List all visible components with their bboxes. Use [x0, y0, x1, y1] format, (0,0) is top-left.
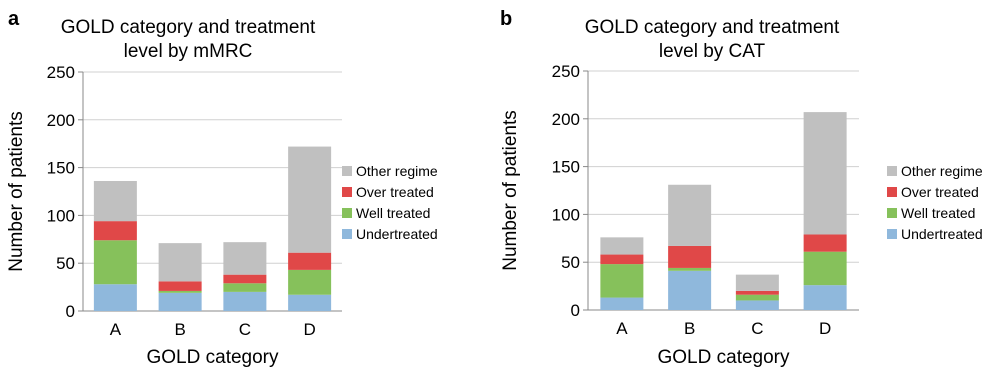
- chart-svg-a: 0 50 100 150 200 250 A B C D GOLD category Number o…: [6, 63, 438, 367]
- y-tick-label-b-3: 150: [552, 158, 580, 177]
- chart-svg-b: 0 50 100 150 200 250 A B C D GOLD category Number o…: [500, 62, 983, 367]
- legend-label-b-2: Well treated: [901, 205, 975, 221]
- bar-b-B-undertreated: [668, 270, 712, 310]
- y-tick-label-a-1: 50: [56, 254, 75, 273]
- bar-a-B-well-treated: [158, 290, 202, 293]
- y-tick-label-b-2: 100: [552, 205, 580, 224]
- panel-letter-a: a: [8, 8, 20, 30]
- bar-b-C-over-treated: [735, 290, 779, 295]
- bar-b-A-undertreated: [600, 297, 644, 310]
- chart-title-a: GOLD category and treatment level by mMR…: [38, 16, 338, 64]
- y-tick-label-a-5: 250: [47, 63, 75, 82]
- panel-letter-b: b: [500, 8, 513, 30]
- y-tick-label-a-2: 100: [47, 206, 75, 225]
- chart-title-a-line1: GOLD category and treatment: [60, 17, 316, 38]
- legend-swatch-a-1: [342, 187, 352, 197]
- bar-b-C-well-treated: [735, 294, 779, 301]
- legend-swatch-b-1: [887, 187, 897, 197]
- bar-a-A-over-treated: [93, 221, 137, 241]
- bar-a-C-well-treated: [223, 283, 267, 292]
- bar-a-D-other-regime: [288, 146, 332, 253]
- y-tick-label-a-4: 200: [47, 111, 75, 130]
- x-axis-title-b: GOLD category: [658, 347, 790, 367]
- bar-a-C-undertreated: [223, 291, 267, 311]
- bar-a-D-undertreated: [288, 294, 332, 311]
- x-tick-label-a-A: A: [110, 320, 122, 339]
- legend-swatch-b-2: [887, 208, 897, 218]
- x-tick-label-a-C: C: [239, 320, 251, 339]
- chart-panel-b: b GOLD category and treatment level by C…: [494, 0, 988, 367]
- y-axis-title-b: Number of patients: [500, 110, 521, 271]
- y-tick-label-a-3: 150: [47, 159, 75, 178]
- bar-b-A-well-treated: [600, 264, 644, 298]
- legend-label-a-2: Well treated: [356, 205, 430, 221]
- x-tick-label-b-A: A: [616, 319, 628, 338]
- legend-swatch-b-3: [887, 229, 897, 239]
- y-tick-label-b-0: 0: [571, 301, 580, 320]
- bar-a-A-well-treated: [93, 240, 137, 285]
- bar-b-B-other-regime: [668, 184, 712, 246]
- bar-a-A-undertreated: [93, 284, 137, 311]
- chart-panel-a: a GOLD category and treatment level by m…: [6, 8, 438, 367]
- bar-b-B-over-treated: [668, 245, 712, 268]
- bar-b-B-well-treated: [668, 267, 712, 271]
- chart-title-a-line2: level by mMRC: [123, 41, 253, 62]
- legend-label-a-3: Undertreated: [356, 226, 438, 242]
- chart-title-b: GOLD category and treatment level by CAT: [562, 16, 862, 64]
- bar-a-D-over-treated: [288, 252, 332, 270]
- legend-label-b-0: Other regime: [901, 163, 983, 179]
- legend-label-a-0: Other regime: [356, 163, 438, 179]
- legend-label-b-3: Undertreated: [901, 226, 983, 242]
- chart-title-b-line2: level by CAT: [658, 41, 766, 62]
- y-tick-label-a-0: 0: [66, 302, 75, 321]
- bar-b-D-undertreated: [803, 285, 847, 310]
- bar-a-A-other-regime: [93, 180, 137, 222]
- legend-swatch-a-2: [342, 208, 352, 218]
- chart-title-b-line1: GOLD category and treatment: [584, 17, 840, 38]
- legend-label-b-1: Over treated: [901, 184, 979, 200]
- bar-b-D-over-treated: [803, 234, 847, 252]
- y-axis-title-a: Number of patients: [6, 111, 27, 272]
- y-tick-label-b-1: 50: [561, 253, 580, 272]
- bar-b-D-other-regime: [803, 112, 847, 235]
- bar-a-B-over-treated: [158, 281, 202, 291]
- x-tick-label-a-D: D: [303, 320, 315, 339]
- bar-a-B-other-regime: [158, 243, 202, 282]
- x-tick-label-a-B: B: [174, 320, 185, 339]
- bar-b-C-undertreated: [735, 300, 779, 310]
- bar-a-D-well-treated: [288, 269, 332, 295]
- bar-b-D-well-treated: [803, 251, 847, 286]
- legend-swatch-a-0: [342, 166, 352, 176]
- x-axis-title-a: GOLD category: [147, 347, 279, 367]
- bar-a-C-other-regime: [223, 242, 267, 275]
- y-tick-label-b-5: 250: [552, 62, 580, 81]
- bar-b-A-over-treated: [600, 254, 644, 265]
- bar-a-B-undertreated: [158, 292, 202, 311]
- y-tick-label-b-4: 200: [552, 110, 580, 129]
- legend-swatch-b-0: [887, 166, 897, 176]
- x-tick-label-b-D: D: [819, 319, 831, 338]
- bar-b-A-other-regime: [600, 237, 644, 255]
- legend-swatch-a-3: [342, 229, 352, 239]
- bar-a-C-over-treated: [223, 274, 267, 284]
- legend-label-a-1: Over treated: [356, 184, 434, 200]
- x-tick-label-b-C: C: [751, 319, 763, 338]
- x-tick-label-b-B: B: [684, 319, 695, 338]
- bar-b-C-other-regime: [735, 274, 779, 291]
